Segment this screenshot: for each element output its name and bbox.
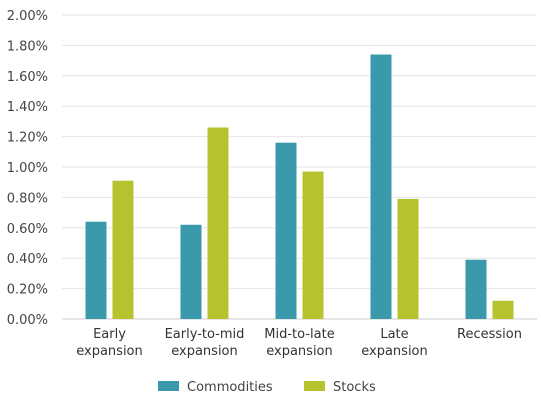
grid-layer bbox=[62, 14, 537, 320]
legend-swatch-commodities bbox=[158, 381, 179, 391]
legend: Commodities Stocks bbox=[158, 380, 376, 395]
x-category-label: Late expansion bbox=[361, 327, 428, 359]
y-tick-label: 0.40% bbox=[7, 252, 48, 267]
bar-stocks-2 bbox=[302, 171, 324, 319]
y-tick-label: 2.00% bbox=[7, 9, 48, 24]
bar-commodities-1 bbox=[180, 224, 202, 319]
bar-commodities-3 bbox=[370, 54, 392, 320]
bar-commodities-2 bbox=[275, 142, 297, 319]
legend-label-commodities: Commodities bbox=[187, 380, 273, 395]
x-category-label: Early-to-mid expansion bbox=[165, 327, 245, 359]
x-axis-category-labels: Early expansion Early-to-mid expansion Mid-t… bbox=[76, 327, 522, 359]
bar-commodities-4 bbox=[465, 259, 487, 319]
bar-stocks-3 bbox=[397, 198, 419, 319]
y-tick-label: 1.20% bbox=[7, 131, 48, 146]
y-tick-label: 0.00% bbox=[7, 313, 48, 328]
bars-layer bbox=[85, 54, 514, 320]
y-tick-label: 1.60% bbox=[7, 70, 48, 85]
x-category-label: Recession bbox=[457, 327, 522, 342]
x-category-label: Early expansion bbox=[76, 327, 143, 359]
y-tick-label: 1.40% bbox=[7, 100, 48, 115]
bar-stocks-0 bbox=[112, 180, 134, 319]
y-tick-label: 1.80% bbox=[7, 39, 48, 54]
legend-swatch-stocks bbox=[304, 381, 325, 391]
y-tick-label: 1.00% bbox=[7, 161, 48, 176]
y-tick-label: 0.80% bbox=[7, 191, 48, 206]
y-tick-label: 0.20% bbox=[7, 283, 48, 298]
y-tick-label: 0.60% bbox=[7, 222, 48, 237]
x-category-label: Mid-to-late expansion bbox=[264, 327, 334, 359]
bar-commodities-0 bbox=[85, 221, 107, 319]
y-axis-tick-labels: 0.00% 0.20% 0.40% 0.60% 0.80% 1.00% 1.20% 1.40%… bbox=[7, 9, 48, 328]
bar-stocks-1 bbox=[207, 127, 229, 319]
legend-label-stocks: Stocks bbox=[333, 380, 376, 395]
bar-stocks-4 bbox=[492, 300, 514, 319]
